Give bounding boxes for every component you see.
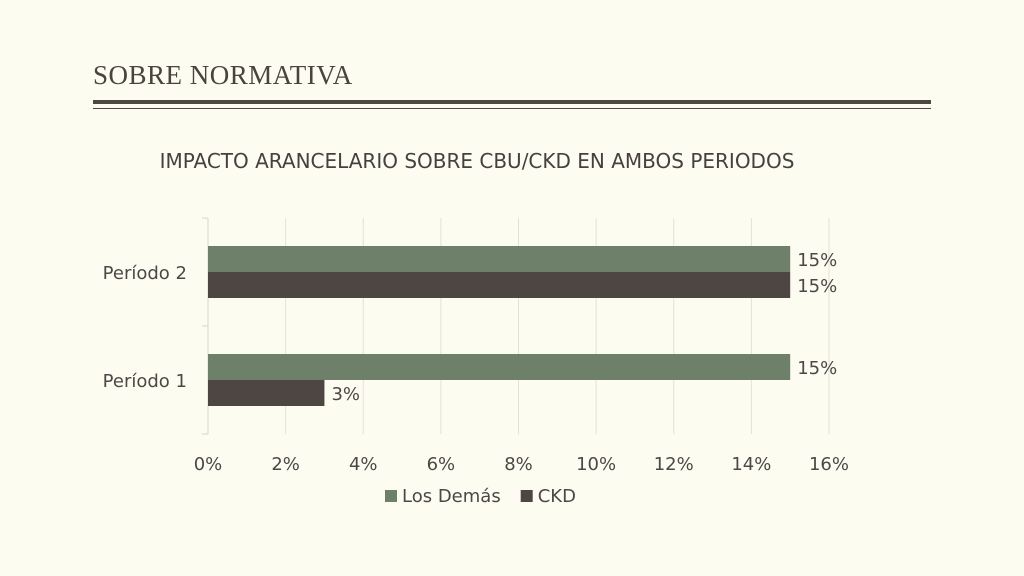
x-tick-label: 6% <box>427 454 456 475</box>
category-label: Período 1 <box>103 371 187 392</box>
x-tick-label: 14% <box>731 454 771 475</box>
bar-los-demas <box>208 354 791 380</box>
x-tick-label: 8% <box>504 454 533 475</box>
x-tick-label: 4% <box>349 454 378 475</box>
slide-title: SOBRE NORMATIVA <box>93 60 353 90</box>
bar-los-demas <box>208 246 791 272</box>
category-label: Período 2 <box>103 263 187 284</box>
data-label: 15% <box>797 276 837 297</box>
legend-swatch-los-demas <box>385 490 397 502</box>
title-rule-thick <box>93 100 931 104</box>
bar-ckd <box>208 272 791 298</box>
chart-title: IMPACTO ARANCELARIO SOBRE CBU/CKD EN AMB… <box>159 149 795 173</box>
data-label: 3% <box>331 384 360 405</box>
title-rule-thin <box>93 108 931 109</box>
x-tick-label: 12% <box>654 454 694 475</box>
legend-label: CKD <box>538 486 576 507</box>
data-label: 15% <box>797 358 837 379</box>
data-label: 15% <box>797 250 837 271</box>
x-tick-label: 10% <box>576 454 616 475</box>
bar-ckd <box>208 380 325 406</box>
x-tick-label: 16% <box>809 454 849 475</box>
x-tick-label: 0% <box>194 454 223 475</box>
legend-swatch-ckd <box>520 490 533 502</box>
legend-label: Los Demás <box>402 486 501 507</box>
x-tick-label: 2% <box>271 454 300 475</box>
